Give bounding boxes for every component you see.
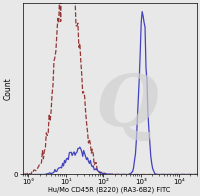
Y-axis label: Count: Count	[3, 78, 12, 100]
Text: Q: Q	[95, 71, 158, 142]
X-axis label: Hu/Mo CD45R (B220) (RA3-6B2) FITC: Hu/Mo CD45R (B220) (RA3-6B2) FITC	[48, 186, 171, 192]
